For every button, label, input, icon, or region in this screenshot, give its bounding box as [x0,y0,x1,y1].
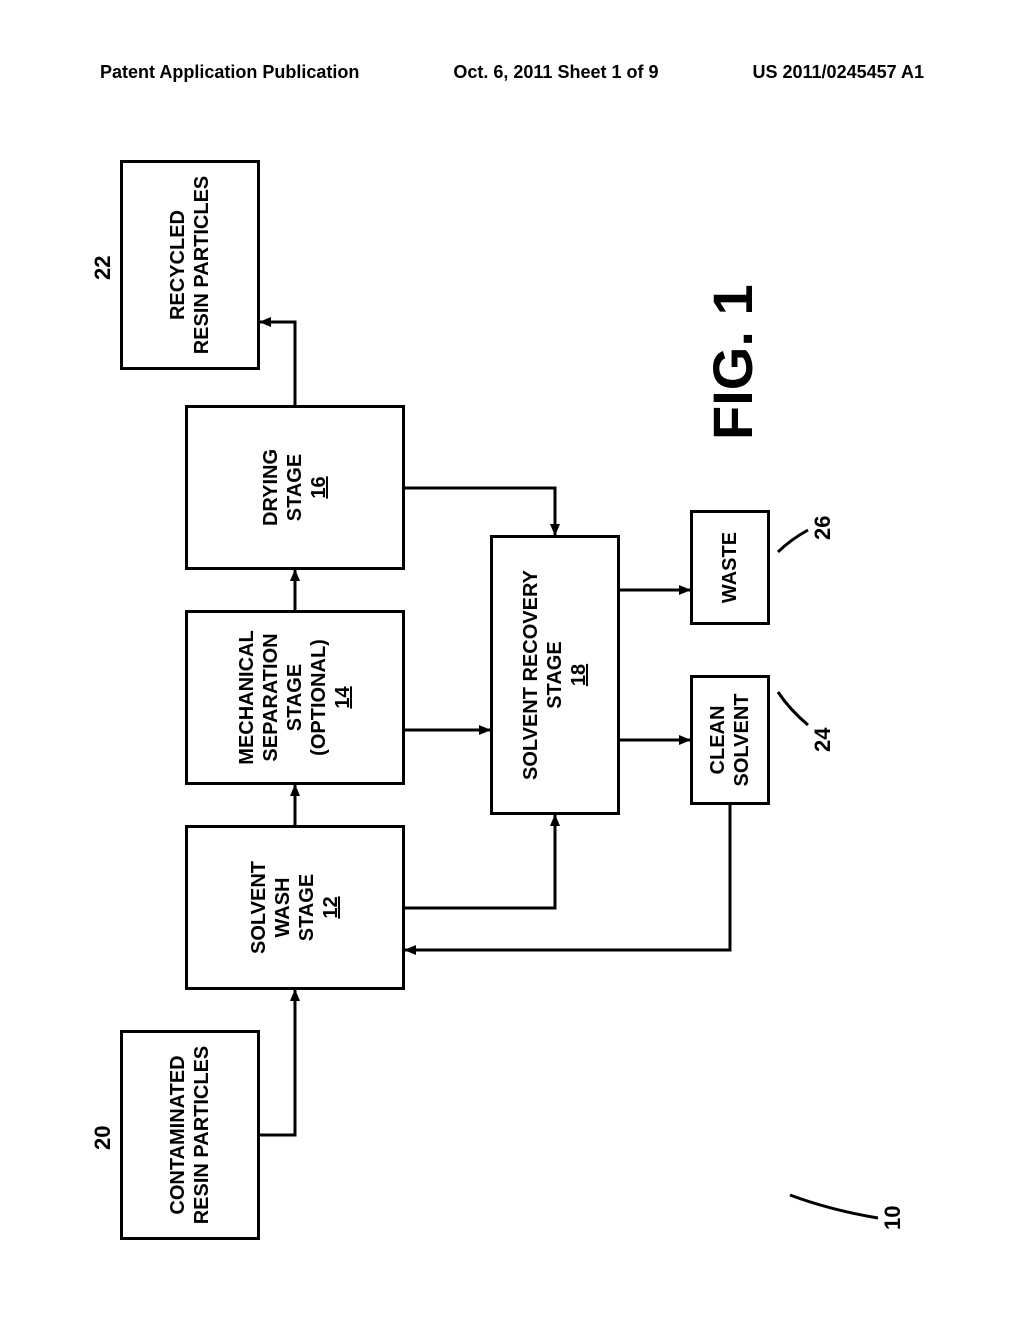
header-center: Oct. 6, 2011 Sheet 1 of 9 [453,62,658,83]
header-right: US 2011/0245457 A1 [753,62,924,83]
figure-1: CONTAMINATED RESIN PARTICLES 20 SOLVENT … [90,150,920,1250]
header-left: Patent Application Publication [100,62,359,83]
flow-arrows [90,150,920,1250]
